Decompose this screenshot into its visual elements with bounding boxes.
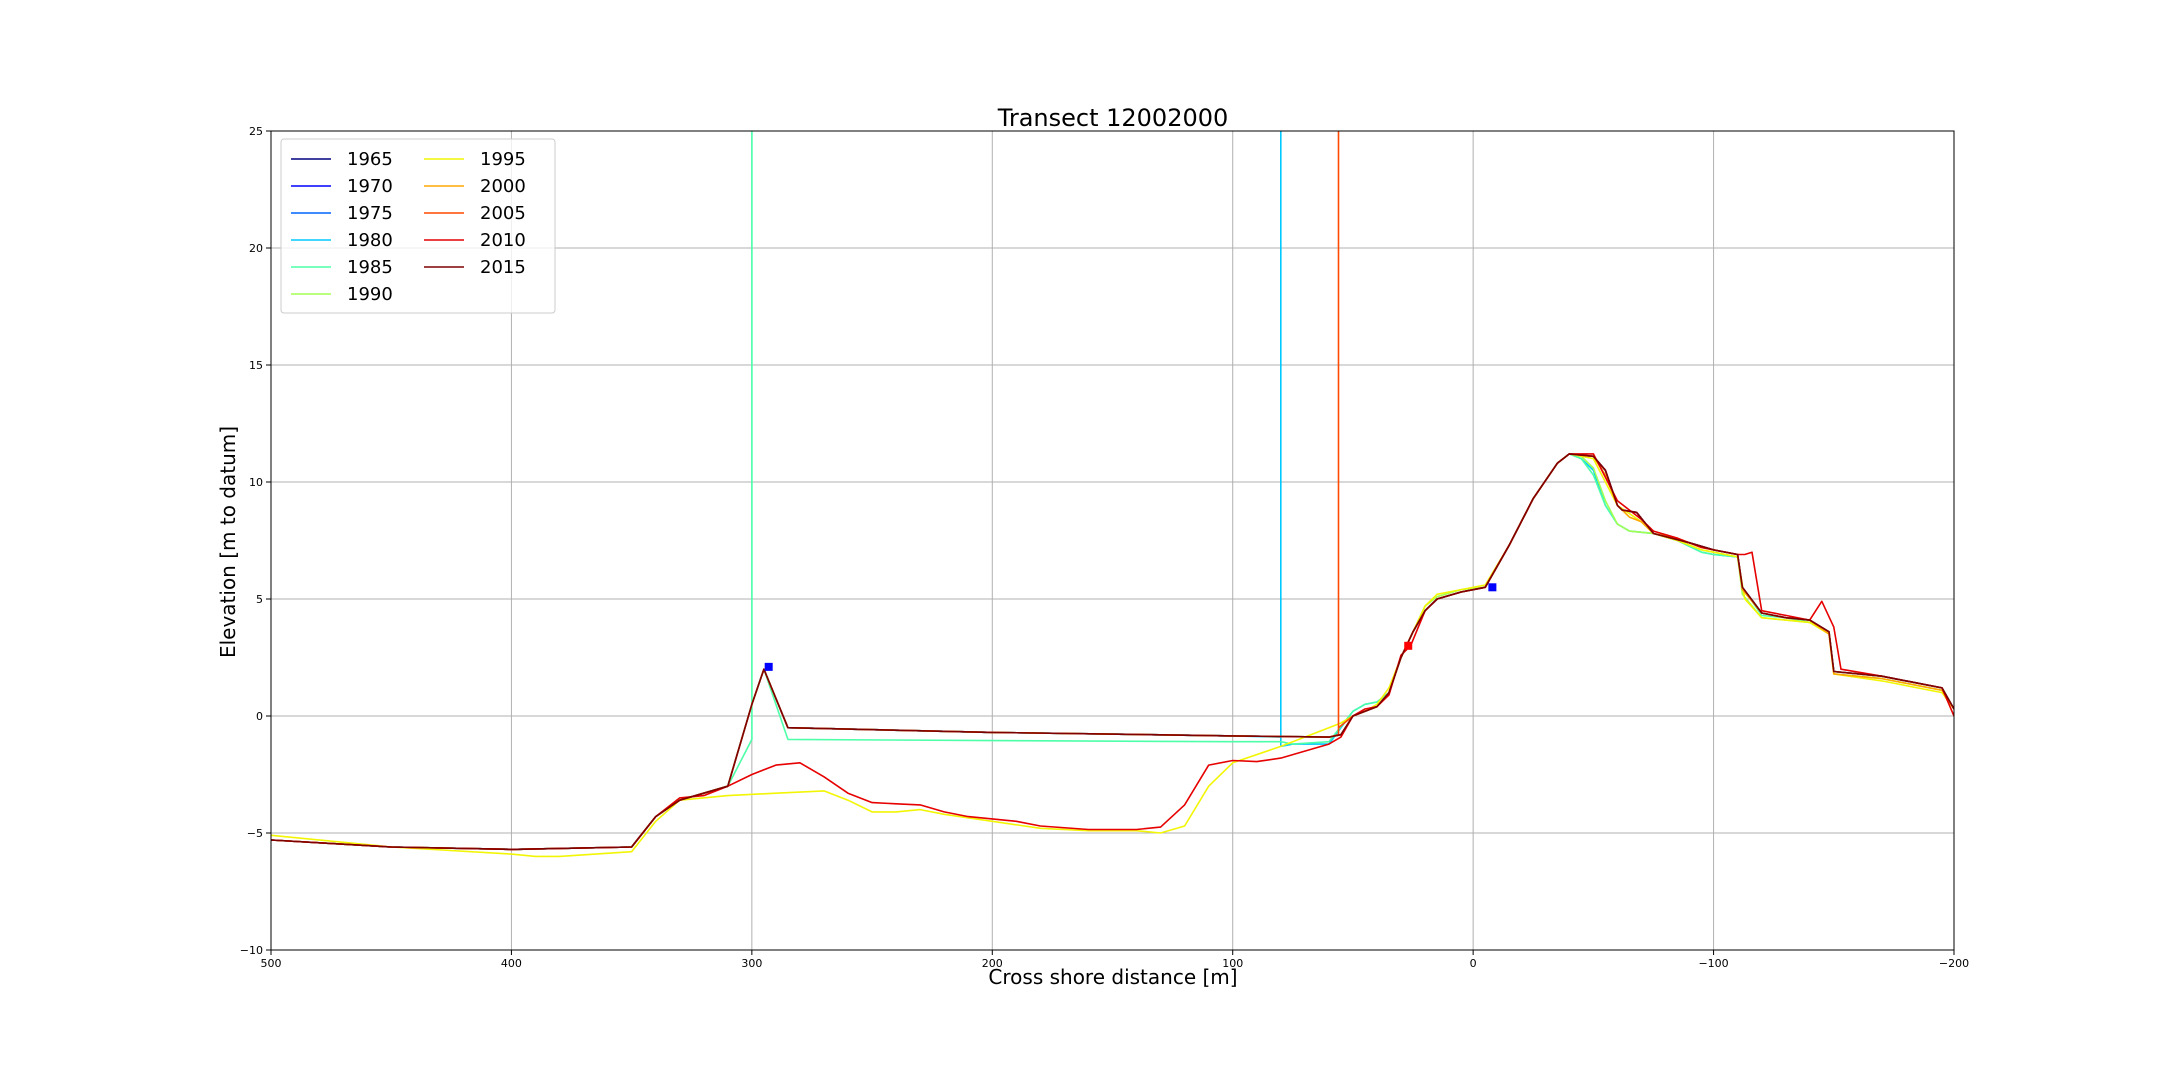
x-axis-label: Cross shore distance [m] bbox=[988, 965, 1237, 989]
chart-title: Transect 12002000 bbox=[997, 104, 1229, 132]
x-tick-label: −200 bbox=[1939, 957, 1969, 970]
x-tick-label: 400 bbox=[501, 957, 522, 970]
legend-label: 2005 bbox=[480, 203, 526, 224]
y-tick-label: 25 bbox=[249, 125, 263, 138]
series-line-2010 bbox=[271, 453, 1954, 851]
legend-label: 1975 bbox=[347, 203, 393, 224]
legend-box bbox=[280, 138, 556, 314]
y-tick-label: −5 bbox=[247, 827, 263, 840]
legend-label: 1965 bbox=[347, 149, 393, 170]
y-tick-label: 5 bbox=[256, 593, 263, 606]
x-tick-label: 200 bbox=[982, 957, 1003, 970]
legend-label: 1980 bbox=[347, 230, 393, 251]
legend-label: 2015 bbox=[480, 257, 526, 278]
x-tick-label: −100 bbox=[1698, 957, 1728, 970]
data-marker bbox=[1404, 641, 1413, 650]
x-tick-label: 0 bbox=[1470, 957, 1477, 970]
legend-label: 2000 bbox=[480, 176, 526, 197]
plot-frame bbox=[270, 130, 1955, 951]
data-marker bbox=[764, 662, 773, 671]
y-tick-label: 0 bbox=[256, 710, 263, 723]
y-axis-label: Elevation [m to datum] bbox=[216, 426, 240, 658]
legend-label: 1985 bbox=[347, 257, 393, 278]
legend-label: 2010 bbox=[480, 230, 526, 251]
series-lines bbox=[271, 131, 1954, 858]
y-tick-label: 10 bbox=[249, 476, 263, 489]
markers bbox=[764, 583, 1497, 671]
legend: 1965 1970 1975 1980 1985 1990 1995 2000 2005 2010… bbox=[280, 138, 556, 314]
legend-label: 1970 bbox=[347, 176, 393, 197]
legend-label: 1995 bbox=[480, 149, 526, 170]
x-tick-label: 500 bbox=[261, 957, 282, 970]
series-line-1995 bbox=[271, 453, 1954, 858]
x-tick-label: 300 bbox=[741, 957, 762, 970]
x-tick-label: 100 bbox=[1222, 957, 1243, 970]
legend-label: 1990 bbox=[347, 284, 393, 305]
y-tick-label: −10 bbox=[240, 944, 263, 957]
y-tick-label: 15 bbox=[249, 359, 263, 372]
ticks: 500 400 300 200 100 0 −100 −200 −10 −5 0 5 10 15 20 25 bbox=[240, 125, 1969, 970]
series-line-2015 bbox=[271, 453, 1954, 851]
data-marker bbox=[1488, 583, 1497, 592]
y-tick-label: 20 bbox=[249, 242, 263, 255]
